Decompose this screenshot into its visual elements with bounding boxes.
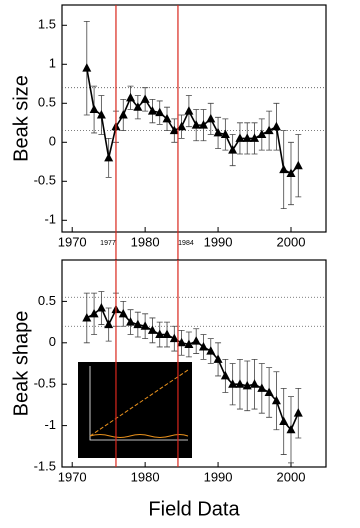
marker bbox=[133, 102, 143, 111]
x-tick-label: 1980 bbox=[131, 469, 160, 484]
marker bbox=[293, 408, 303, 417]
marker bbox=[126, 317, 136, 326]
inset-label: 1977 bbox=[93, 443, 107, 449]
y-tick-label: -1.5 bbox=[34, 458, 56, 473]
inset-label: time bbox=[132, 443, 144, 449]
marker bbox=[286, 168, 296, 177]
marker bbox=[271, 395, 281, 405]
x-tick-label: 2000 bbox=[277, 469, 306, 484]
marker bbox=[147, 325, 157, 334]
y-tick-label: -0.5 bbox=[34, 173, 56, 188]
marker bbox=[104, 319, 114, 329]
marker bbox=[177, 337, 187, 347]
y-tick-label: 1 bbox=[49, 56, 56, 71]
marker bbox=[169, 333, 179, 343]
marker bbox=[118, 109, 128, 119]
marker bbox=[228, 145, 238, 154]
marker bbox=[184, 339, 194, 348]
marker bbox=[257, 129, 267, 138]
y-tick-label: 0.5 bbox=[38, 95, 56, 110]
y-tick-label: 0 bbox=[49, 334, 56, 349]
y-axis-label: Beak shape bbox=[10, 311, 32, 417]
marker bbox=[191, 336, 201, 345]
event-label: 1984 bbox=[178, 240, 194, 247]
marker bbox=[198, 341, 208, 351]
plot-frame bbox=[61, 4, 327, 233]
marker bbox=[206, 113, 216, 123]
marker bbox=[264, 387, 274, 396]
marker bbox=[177, 121, 187, 131]
marker bbox=[242, 380, 252, 390]
marker bbox=[235, 133, 245, 142]
marker bbox=[162, 113, 172, 123]
marker bbox=[126, 92, 136, 102]
y-tick-label: -1 bbox=[44, 417, 56, 432]
marker bbox=[96, 109, 106, 119]
marker bbox=[213, 127, 223, 137]
x-tick-label: 2000 bbox=[277, 234, 306, 249]
inset-label: Evidence bbox=[123, 423, 148, 429]
y-tick-label: 1.5 bbox=[38, 17, 56, 32]
marker bbox=[220, 129, 230, 138]
inset-evidence bbox=[89, 434, 189, 438]
x-tick-label: 1990 bbox=[204, 234, 233, 249]
x-tick-label: 1980 bbox=[131, 234, 160, 249]
marker bbox=[250, 379, 260, 388]
inset-box bbox=[78, 362, 192, 458]
plot-frame bbox=[61, 259, 327, 468]
data-line bbox=[86, 68, 299, 175]
inset-axes bbox=[89, 366, 188, 441]
marker bbox=[220, 370, 230, 380]
marker bbox=[206, 346, 216, 355]
marker bbox=[155, 329, 165, 339]
marker bbox=[264, 125, 274, 135]
marker bbox=[169, 125, 179, 135]
marker bbox=[104, 152, 114, 162]
x-tick-label: 1970 bbox=[58, 469, 87, 484]
inset-label: AMOUNT OF CHANGE bbox=[82, 381, 87, 423]
y-tick-label: -0.5 bbox=[34, 376, 56, 391]
x-tick-label: 1990 bbox=[204, 469, 233, 484]
inset-label: 1984 bbox=[169, 443, 183, 449]
marker bbox=[293, 160, 303, 170]
marker bbox=[279, 416, 289, 425]
marker bbox=[82, 63, 92, 72]
inset-caption: Explore Evolution's take bbox=[90, 447, 181, 457]
marker bbox=[147, 106, 157, 115]
marker bbox=[228, 379, 238, 388]
event-label: 1977 bbox=[100, 240, 116, 247]
marker bbox=[89, 308, 99, 318]
y-axis-label: Beak size bbox=[10, 75, 32, 162]
x-tick-label: 1970 bbox=[58, 234, 87, 249]
marker bbox=[162, 329, 172, 339]
marker bbox=[198, 120, 208, 129]
marker bbox=[133, 319, 143, 329]
marker bbox=[118, 308, 128, 318]
y-tick-label: -1 bbox=[44, 212, 56, 227]
marker bbox=[250, 133, 260, 142]
marker bbox=[140, 321, 150, 330]
marker bbox=[286, 424, 296, 434]
y-tick-label: 0.5 bbox=[38, 293, 56, 308]
x-axis-label: Field Data bbox=[148, 498, 240, 520]
marker bbox=[89, 104, 99, 114]
marker bbox=[184, 106, 194, 115]
marker bbox=[82, 312, 92, 322]
marker bbox=[271, 121, 281, 131]
marker bbox=[279, 164, 289, 174]
marker bbox=[213, 354, 223, 363]
marker bbox=[242, 133, 252, 142]
marker bbox=[155, 107, 165, 117]
marker bbox=[140, 94, 150, 103]
marker bbox=[235, 379, 245, 388]
y-tick-label: 0 bbox=[49, 134, 56, 149]
inset-trend bbox=[89, 369, 189, 437]
marker bbox=[257, 383, 267, 392]
marker bbox=[96, 303, 106, 312]
marker bbox=[191, 120, 201, 129]
